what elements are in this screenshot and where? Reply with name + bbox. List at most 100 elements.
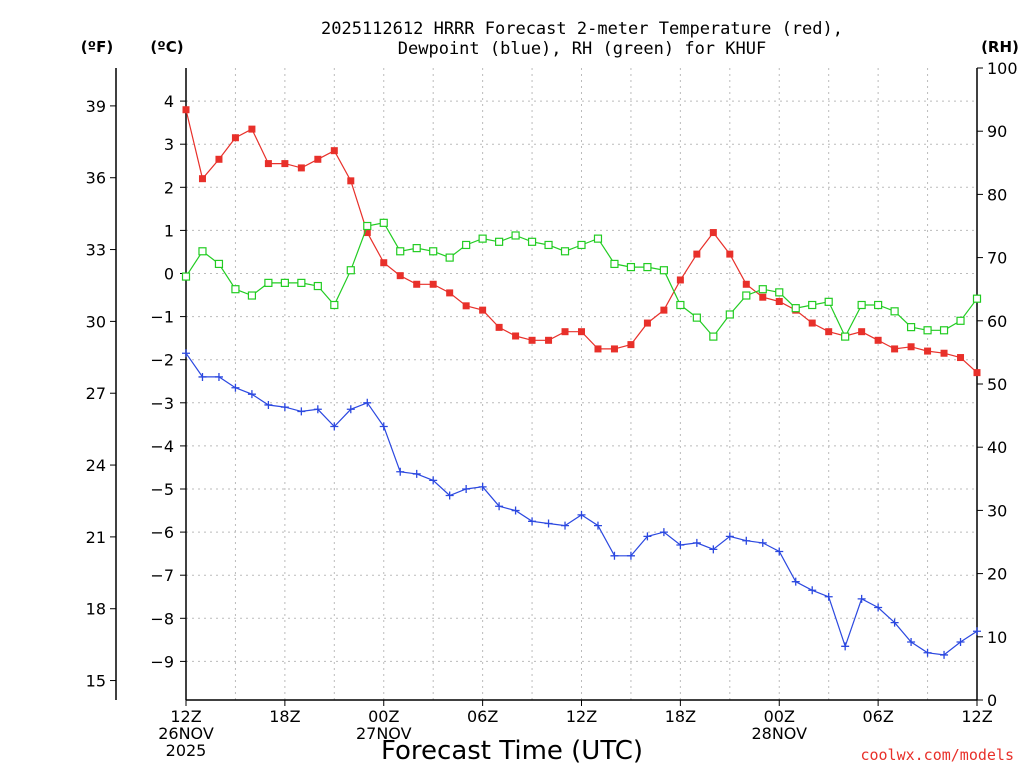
data-point-marker	[445, 253, 454, 262]
rh-tick-label: 0	[987, 691, 997, 710]
time-tick-label: 12Z	[566, 707, 597, 726]
data-point-marker	[198, 372, 207, 381]
data-point-marker	[330, 422, 339, 431]
data-point-marker	[775, 547, 784, 556]
celsius-tick-label: −1	[150, 308, 174, 327]
data-point-marker	[709, 229, 717, 237]
data-point-marker	[429, 247, 438, 256]
data-point-marker	[923, 648, 932, 657]
rh-tick-label: 30	[987, 501, 1007, 520]
data-point-marker	[182, 106, 190, 114]
data-point-marker	[906, 323, 916, 332]
data-point-marker	[544, 519, 553, 528]
data-point-marker	[709, 545, 718, 554]
chart-title-line-1: 2025112612 HRRR Forecast 2-meter Tempera…	[321, 19, 843, 39]
data-point-marker	[775, 298, 783, 306]
data-point-marker	[890, 307, 899, 316]
data-point-marker	[544, 240, 553, 250]
data-point-marker	[379, 218, 388, 227]
series-layer	[181, 106, 982, 659]
data-point-marker	[429, 476, 438, 485]
data-point-marker	[478, 482, 487, 491]
data-point-marker	[692, 313, 701, 322]
celsius-tick-label: −9	[150, 652, 174, 671]
data-point-marker	[758, 285, 767, 294]
data-point-marker	[380, 259, 388, 267]
celsius-unit-label: (ºC)	[150, 38, 183, 56]
data-point-marker	[593, 521, 602, 530]
data-point-marker	[758, 538, 767, 547]
celsius-tick-label: 1	[164, 221, 174, 240]
data-point-marker	[214, 259, 224, 269]
celsius-tick-label: 3	[164, 135, 174, 154]
data-point-marker	[181, 272, 191, 281]
data-point-marker	[940, 650, 949, 659]
data-point-marker	[413, 280, 421, 288]
data-point-marker	[726, 250, 734, 258]
data-point-marker	[528, 336, 536, 344]
data-point-marker	[841, 642, 850, 651]
data-point-marker	[643, 319, 651, 327]
data-point-marker	[396, 467, 405, 476]
data-point-marker	[478, 234, 487, 243]
data-point-marker	[248, 125, 256, 133]
data-point-marker	[578, 328, 585, 336]
x-axis-label: Forecast Time (UTC)	[381, 736, 643, 766]
data-point-marker	[610, 259, 619, 269]
data-point-marker	[527, 237, 537, 246]
celsius-tick-label: −3	[150, 394, 174, 413]
data-point-marker	[610, 345, 618, 353]
chart-title: 2025112612 HRRR Forecast 2-meter Tempera…	[321, 19, 843, 59]
data-point-marker	[577, 240, 586, 250]
time-tick-label: 28NOV	[751, 724, 807, 743]
fahrenheit-tick-label: 27	[86, 384, 106, 403]
data-point-marker	[940, 349, 948, 357]
rh-tick-label: 100	[987, 59, 1018, 78]
data-point-marker	[215, 155, 223, 163]
data-point-marker	[379, 422, 388, 431]
data-point-marker	[824, 592, 833, 601]
data-point-marker	[297, 278, 306, 287]
data-point-marker	[907, 638, 916, 647]
data-point-marker	[429, 280, 437, 288]
data-point-marker	[825, 328, 833, 336]
fahrenheit-tick-label: 36	[86, 169, 106, 188]
data-point-marker	[643, 262, 652, 272]
data-point-marker	[660, 306, 668, 314]
data-point-marker	[890, 618, 899, 627]
data-point-marker	[593, 234, 603, 243]
fahrenheit-tick-label: 33	[86, 241, 106, 260]
data-point-marker	[330, 300, 339, 310]
data-point-marker	[412, 469, 421, 478]
data-point-marker	[280, 278, 289, 287]
celsius-tick-label: 0	[164, 265, 174, 284]
data-point-marker	[973, 369, 981, 377]
data-point-marker	[891, 345, 899, 353]
data-point-marker	[791, 577, 800, 586]
celsius-tick-label: −8	[150, 609, 174, 628]
time-tick-label: 06Z	[467, 707, 498, 726]
data-point-marker	[247, 291, 257, 300]
data-point-marker	[824, 297, 833, 306]
fahrenheit-tick-label: 18	[86, 600, 106, 619]
data-point-marker	[363, 229, 371, 237]
data-point-marker	[346, 405, 355, 414]
data-point-marker	[347, 177, 355, 185]
data-point-marker	[808, 586, 817, 595]
data-point-marker	[676, 300, 685, 310]
series-2-meter-temperature	[182, 106, 981, 377]
data-point-marker	[561, 521, 570, 530]
time-tick-label: 12Z	[170, 707, 201, 726]
data-point-marker	[709, 332, 718, 341]
data-point-marker	[692, 538, 701, 547]
data-point-marker	[725, 310, 734, 319]
celsius-tick-label: −4	[150, 437, 174, 456]
data-point-marker	[561, 328, 569, 336]
data-point-marker	[972, 294, 982, 303]
data-point-marker	[858, 328, 866, 336]
data-point-marker	[923, 326, 932, 335]
data-point-marker	[725, 532, 734, 541]
data-point-marker	[462, 485, 471, 493]
data-point-marker	[676, 541, 685, 550]
